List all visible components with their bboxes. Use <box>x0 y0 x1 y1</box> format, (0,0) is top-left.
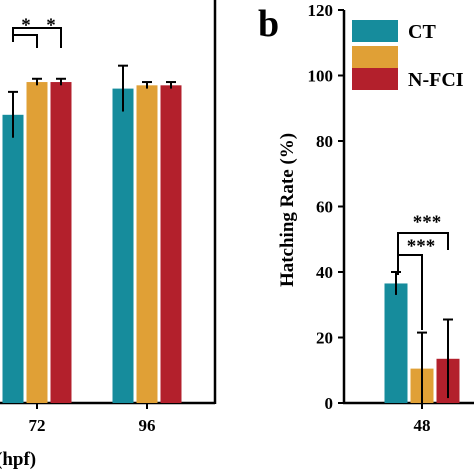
legend: CT N-FCI <box>352 20 464 91</box>
legend-swatch-3 <box>352 68 398 90</box>
panel-a-x-tick-label: 72 <box>29 416 46 435</box>
legend-label-1: CT <box>408 21 436 43</box>
panel-b-y-tick-label: 20 <box>316 329 333 348</box>
panel-b-sig-bracket <box>398 254 423 330</box>
panel-b-x-tick-label: 48 <box>414 416 431 435</box>
panel-a-x-axis-title: (hpf) <box>0 449 36 470</box>
panel-b-y-tick-label: 80 <box>316 132 333 151</box>
panel-a-x-tick-label: 96 <box>139 416 156 435</box>
panel-a-bar-96-2 <box>136 85 158 403</box>
legend-swatch-2 <box>352 46 398 68</box>
panel-b-sig-label: *** <box>407 236 436 257</box>
panel-b-y-tick-label: 0 <box>325 394 334 413</box>
panel-a-sig-bracket <box>12 34 38 48</box>
panel-a-sig-label: * <box>46 15 56 36</box>
legend-label-3: N-FCI <box>408 69 464 91</box>
panel-a: * * 72 96 (hpf) <box>0 0 217 470</box>
panel-b-sig-label: *** <box>413 212 442 233</box>
panel-b-bar-48-1 <box>384 283 408 403</box>
panel-b-y-tick-label: 120 <box>308 1 334 20</box>
legend-swatch-1 <box>352 20 398 42</box>
panel-b-y-axis-title: Hatching Rate (%) <box>277 133 298 287</box>
panel-b-y-tick-label: 60 <box>316 198 333 217</box>
panel-a-bar-96-1 <box>112 88 134 403</box>
panel-a-bar-96-3 <box>160 85 182 403</box>
panel-a-bar-72-2 <box>26 82 48 404</box>
panel-b-y-tick-label: 40 <box>316 263 333 282</box>
panel-b-y-tick-label: 100 <box>308 67 334 86</box>
panel-a-bar-72-1 <box>2 114 24 404</box>
panel-a-bar-72-3 <box>50 82 72 404</box>
panel-b-letter: b <box>258 3 279 45</box>
panel-a-sig-label: * <box>21 15 31 36</box>
panel-b: b 0 20 40 60 80 100 120 *** *** 48 Hatching Rat… <box>258 1 474 435</box>
panel-a-sig-bracket <box>12 27 62 48</box>
